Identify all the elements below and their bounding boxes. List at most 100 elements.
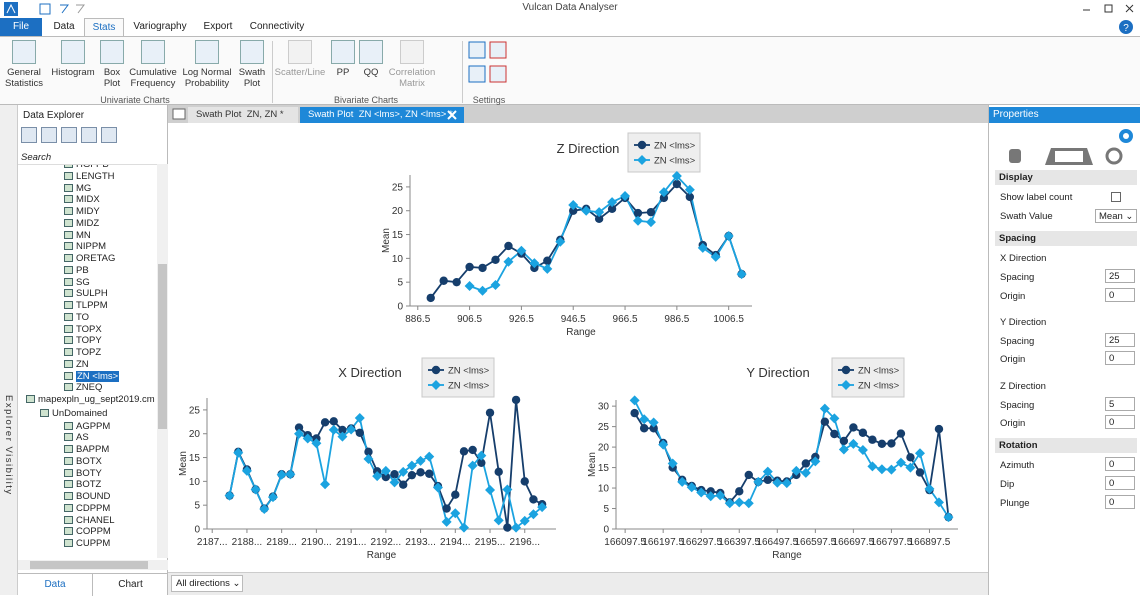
explorer-tab[interactable]: Data	[18, 574, 93, 596]
tree-item[interactable]: mapexpln_ug_sept2019.cm	[26, 394, 155, 406]
legend-label: ZN <lms>	[448, 381, 490, 392]
ribbon-tab[interactable]: Connectivity	[249, 21, 305, 32]
dropdown[interactable]: Mean ⌄	[1095, 209, 1137, 223]
tree-item[interactable]: TLPPM	[64, 300, 108, 312]
number-input[interactable]: 25	[1105, 333, 1135, 347]
tab-list-icon[interactable]	[172, 108, 186, 120]
tree-item[interactable]: BAPPM	[64, 444, 109, 456]
group-label: Univariate Charts	[100, 95, 170, 105]
document-tab[interactable]: Swath Plot ZN <lms>, ZN <lms> *	[300, 107, 464, 123]
number-input[interactable]: 0	[1105, 457, 1135, 471]
ribbon-tab[interactable]: File	[0, 18, 42, 36]
tree-item[interactable]: TO	[64, 312, 89, 324]
window-controls[interactable]	[1078, 2, 1138, 16]
explorer-visibility-strip[interactable]: Explorer Visibility	[0, 105, 18, 595]
number-input[interactable]: 0	[1105, 495, 1135, 509]
tree-item[interactable]: PB	[64, 265, 89, 277]
tree-item[interactable]: CHANEL	[64, 515, 115, 527]
tree-item[interactable]: AGPPM	[64, 421, 110, 433]
tree-item[interactable]: TOPY	[64, 335, 102, 347]
button-label: Scatter/Line	[274, 67, 326, 78]
number-input[interactable]: 0	[1105, 288, 1135, 302]
tree-item[interactable]: COPPM	[64, 526, 111, 538]
data-point	[519, 515, 530, 526]
data-point	[671, 170, 682, 181]
document-tab[interactable]: Swath Plot ZN, ZN *	[188, 107, 298, 123]
tree-item[interactable]: SULPH	[64, 288, 108, 300]
data-point	[723, 230, 734, 241]
direction-dropdown[interactable]: All directions ⌄	[171, 575, 243, 592]
y-axis-label: Mean	[381, 228, 392, 253]
ribbon-button[interactable]: Log Normal Probability	[180, 40, 234, 89]
settings-icons[interactable]	[466, 41, 512, 89]
data-point	[381, 472, 391, 482]
properties-toolbar[interactable]	[989, 125, 1140, 167]
tree-item[interactable]: MG	[64, 183, 91, 195]
search-box[interactable]: Search	[21, 152, 52, 163]
number-input[interactable]: 25	[1105, 269, 1135, 283]
tree-item[interactable]: CUPPM	[64, 538, 110, 550]
data-point	[320, 479, 331, 490]
data-point	[478, 263, 487, 273]
field-label: Origin	[1000, 354, 1026, 365]
tree-item[interactable]: CDPPM	[64, 503, 110, 515]
data-point	[529, 495, 538, 504]
data-point	[543, 256, 552, 265]
tree-item[interactable]: TOPZ	[64, 347, 101, 359]
number-input[interactable]: 0	[1105, 351, 1135, 365]
ribbon-tab[interactable]: Data	[53, 21, 75, 32]
ribbon-tab[interactable]: Export	[203, 21, 233, 32]
ribbon-button[interactable]: PP	[331, 40, 355, 79]
ribbon-button[interactable]: Swath Plot	[237, 40, 267, 89]
tree-item[interactable]: MN	[64, 230, 91, 242]
help-icon[interactable]: ?	[1118, 19, 1134, 35]
tree-item[interactable]: ZN <lms>	[64, 370, 120, 383]
y-tick-label: 10	[598, 484, 610, 495]
tree-item[interactable]: HGFPB	[64, 165, 109, 171]
tab-label: Swath Plot ZN <lms>, ZN <lms> *	[308, 109, 453, 120]
tree-item[interactable]: TOPX	[64, 324, 102, 336]
tree-item[interactable]: ZN	[64, 359, 89, 371]
tree-item[interactable]: BOTZ	[64, 479, 101, 491]
explorer-tab[interactable]: Chart	[118, 579, 143, 590]
tree-item[interactable]: SG	[64, 277, 90, 289]
y-tick-label: 15	[392, 230, 404, 241]
number-input[interactable]: 0	[1105, 476, 1135, 490]
tree-item[interactable]: LENGTH	[64, 171, 115, 183]
ribbon-button[interactable]: General Statistics	[2, 40, 46, 89]
number-input[interactable]: 0	[1105, 415, 1135, 429]
tree-item[interactable]: MIDY	[64, 206, 100, 218]
tree-item[interactable]: BOUND	[64, 491, 110, 503]
ribbon-button[interactable]: QQ	[359, 40, 383, 79]
close-tab[interactable]	[447, 110, 457, 120]
item-icon	[64, 527, 73, 536]
tree-item[interactable]: MIDX	[64, 194, 100, 206]
data-point	[639, 414, 650, 425]
tree-item[interactable]: ORETAG	[64, 253, 115, 265]
tree-item[interactable]: AS	[64, 432, 89, 444]
horizontal-scrollbar[interactable]	[18, 560, 168, 570]
ribbon-button[interactable]: Histogram	[50, 40, 96, 79]
tree-item[interactable]: BOTY	[64, 468, 102, 480]
ribbon-tab[interactable]: Variography	[133, 21, 187, 32]
data-point	[494, 467, 503, 477]
item-icon	[64, 171, 73, 180]
number-input[interactable]: 5	[1105, 397, 1135, 411]
data-point	[762, 466, 773, 477]
tree-item[interactable]: MIDZ	[64, 218, 99, 230]
explorer-toolbar[interactable]	[21, 127, 121, 146]
tree-item[interactable]: NIPPM	[64, 241, 106, 253]
data-point	[390, 470, 399, 479]
ribbon-tab[interactable]: Stats	[84, 18, 124, 36]
ribbon-button[interactable]: Cumulative Frequency	[128, 40, 178, 89]
series-line	[469, 174, 743, 292]
ribbon-button[interactable]: Box Plot	[100, 40, 124, 89]
tree-item[interactable]: ZNEQ	[64, 382, 102, 394]
x-tick-label: 166297.5	[680, 537, 722, 548]
field-label: Plunge	[1000, 498, 1030, 509]
vertical-scrollbar[interactable]	[157, 164, 168, 558]
tree-item[interactable]: BOTX	[64, 456, 102, 468]
tree-item[interactable]: UnDomained	[40, 408, 107, 420]
checkbox[interactable]	[1111, 192, 1121, 202]
x-tick-label: 2196...	[509, 537, 540, 548]
